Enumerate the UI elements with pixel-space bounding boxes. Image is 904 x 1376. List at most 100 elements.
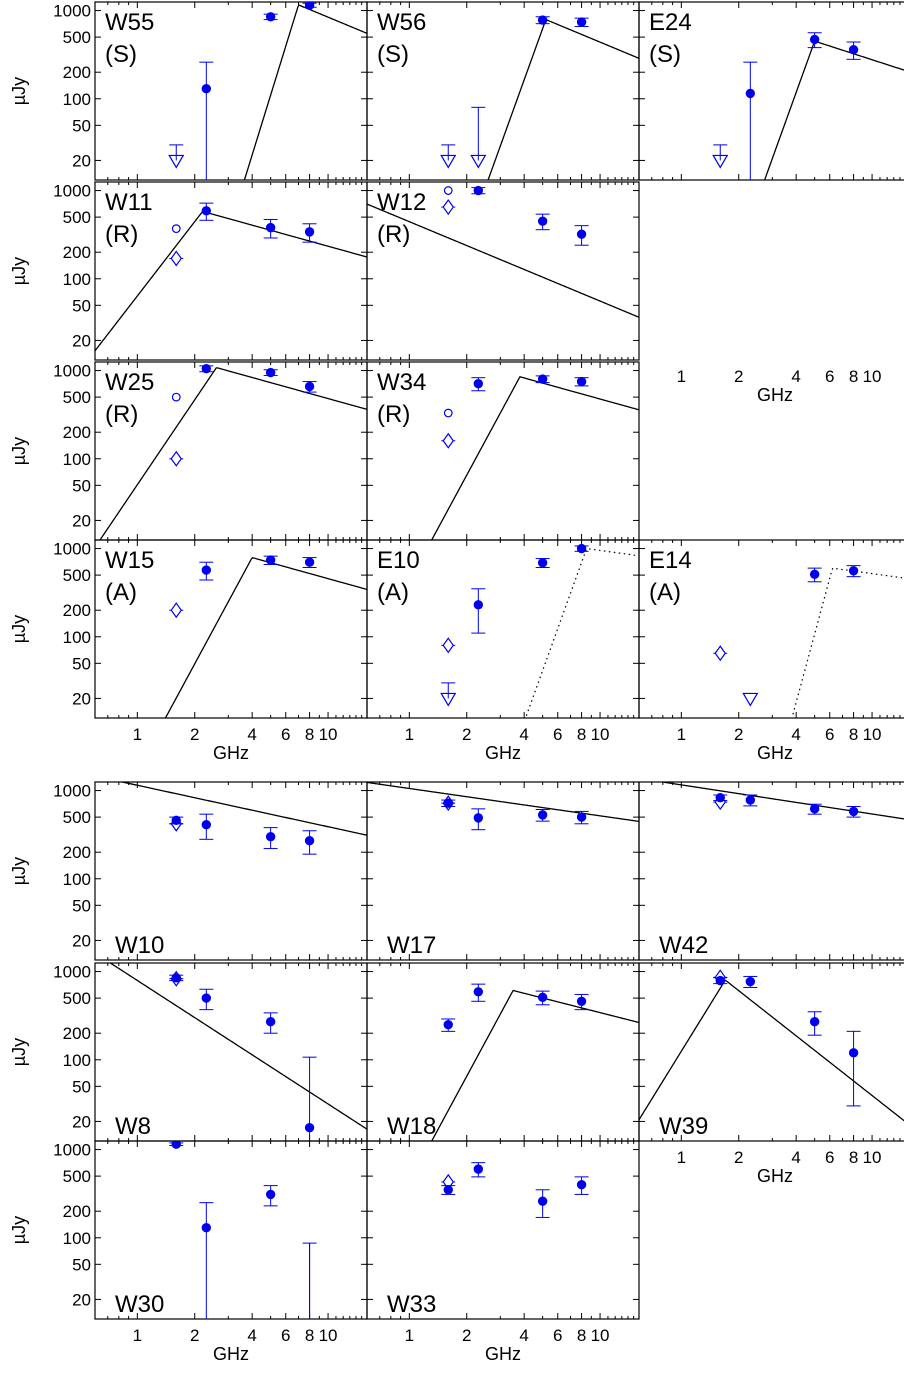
data-point bbox=[576, 1179, 587, 1190]
x-axis-4: 1 2 4 6 8 10 GHz bbox=[405, 1326, 610, 1364]
x-axis-2: 1 2 4 6 8 10 GHz bbox=[677, 725, 882, 763]
panel-name: W56 bbox=[377, 9, 426, 36]
data-point bbox=[576, 812, 587, 822]
diamond-marker bbox=[442, 637, 454, 654]
x-axis-3: 1 2 4 6 8 10 GHz bbox=[133, 1326, 338, 1364]
plot-area bbox=[713, 565, 904, 718]
y-tick-label: 1000 bbox=[53, 2, 91, 21]
x-tick-label: 2 bbox=[734, 725, 743, 744]
y-axis-label: µJy bbox=[9, 615, 29, 643]
panel-w56: W56 (S) bbox=[366, 1, 640, 181]
y-tick-label: 50 bbox=[72, 296, 91, 315]
y-axis-label: µJy bbox=[9, 1216, 29, 1244]
x-tick-label: 8 bbox=[577, 1326, 586, 1345]
data-point bbox=[201, 1223, 212, 1233]
data-point bbox=[537, 810, 548, 820]
data-point bbox=[201, 363, 212, 374]
x-tick-label: 1 bbox=[133, 1326, 142, 1345]
open-circle-marker bbox=[171, 224, 181, 234]
panel-w30: 20 50 100 200 500 1000 µJy W30 bbox=[9, 1140, 368, 1320]
data-point bbox=[304, 227, 315, 237]
panel-name: W25 bbox=[105, 369, 154, 396]
x-tick-label: 1 bbox=[133, 725, 142, 744]
model-curve bbox=[487, 18, 639, 180]
x-tick-label: 6 bbox=[825, 725, 834, 744]
upper-limit-marker bbox=[470, 154, 487, 169]
model-curve bbox=[119, 782, 367, 836]
panel-w25: 20 50 100 200 500 1000 µJy W25 (R) bbox=[9, 361, 368, 541]
data-point bbox=[265, 367, 276, 378]
panel-name: E24 bbox=[649, 9, 692, 36]
x-tick-label: 10 bbox=[591, 725, 610, 744]
plot-area bbox=[440, 543, 639, 718]
panel-w11: 20 50 100 200 500 1000 µJy W11 (R) bbox=[9, 181, 368, 361]
x-axis-1: 1 2 4 6 8 10 GHz bbox=[405, 725, 610, 763]
diamond-marker bbox=[170, 250, 182, 267]
plot-area bbox=[168, 2, 367, 180]
x-tick-label: 6 bbox=[281, 1326, 290, 1345]
x-tick-label: 6 bbox=[553, 725, 562, 744]
data-point bbox=[537, 15, 548, 25]
x-tick-label: 8 bbox=[849, 725, 858, 744]
x-tick-label: 2 bbox=[190, 725, 199, 744]
panel-frame bbox=[638, 962, 904, 1142]
x-axis-5: 1 2 4 6 8 10 GHz bbox=[677, 367, 882, 405]
y-tick-label: 1000 bbox=[53, 963, 91, 982]
data-point bbox=[265, 1189, 276, 1200]
data-point bbox=[443, 798, 453, 808]
x-tick-label: 1 bbox=[677, 725, 686, 744]
data-point bbox=[201, 820, 212, 830]
plot-area bbox=[95, 202, 367, 352]
data-point bbox=[265, 831, 276, 842]
x-tick-label: 2 bbox=[462, 725, 471, 744]
panel-frame bbox=[638, 1, 904, 181]
x-tick-label: 6 bbox=[281, 725, 290, 744]
data-point bbox=[201, 84, 212, 94]
data-point bbox=[265, 555, 276, 565]
plot-area bbox=[712, 32, 904, 180]
x-tick-label: 1 bbox=[677, 367, 686, 386]
plot-area bbox=[639, 969, 904, 1122]
y-tick-label: 200 bbox=[63, 843, 91, 862]
x-tick-label: 2 bbox=[734, 1148, 743, 1167]
y-axis-label: µJy bbox=[9, 77, 29, 105]
plot-area bbox=[658, 782, 904, 820]
panel-name: W33 bbox=[387, 1291, 436, 1318]
y-tick-label: 20 bbox=[72, 511, 91, 530]
data-point bbox=[745, 795, 756, 805]
y-tick-label: 200 bbox=[63, 1202, 91, 1221]
panel-name: W10 bbox=[115, 932, 164, 959]
y-tick-label: 20 bbox=[72, 1290, 91, 1309]
panel-w8: 20 50 100 200 500 1000 µJy W8 bbox=[9, 962, 368, 1142]
y-tick-label: 500 bbox=[63, 388, 91, 407]
data-point bbox=[201, 993, 212, 1003]
panel-class: (R) bbox=[377, 221, 410, 248]
panel-w10: 20 50 100 200 500 1000 µJy W10 bbox=[9, 781, 368, 961]
plot-area bbox=[119, 782, 367, 855]
panel-name: W11 bbox=[105, 189, 153, 216]
data-point bbox=[809, 1017, 820, 1027]
y-tick-label: 100 bbox=[63, 628, 91, 647]
model-curve bbox=[430, 989, 639, 1141]
x-tick-label: 4 bbox=[519, 725, 528, 744]
x-tick-label: 6 bbox=[825, 1148, 834, 1167]
y-tick-label: 1000 bbox=[53, 362, 91, 381]
model-curve bbox=[367, 782, 639, 823]
panel-w15: 20 50 100 200 500 1000 µJy W15 (A) bbox=[9, 539, 368, 719]
x-axis-label: GHz bbox=[213, 1344, 249, 1364]
x-tick-label: 2 bbox=[734, 367, 743, 386]
y-tick-label: 20 bbox=[72, 1112, 91, 1131]
data-point bbox=[473, 813, 484, 823]
x-tick-label: 4 bbox=[791, 367, 800, 386]
y-tick-label: 50 bbox=[72, 1255, 91, 1274]
x-tick-label: 1 bbox=[405, 1326, 414, 1345]
plot-area bbox=[99, 363, 367, 540]
panel-w18: W18 bbox=[366, 962, 640, 1142]
y-tick-label: 100 bbox=[63, 450, 91, 469]
x-axis-label: GHz bbox=[213, 743, 249, 763]
x-tick-label: 10 bbox=[591, 1326, 610, 1345]
data-point bbox=[265, 222, 276, 233]
y-tick-label: 20 bbox=[72, 689, 91, 708]
data-point bbox=[473, 987, 484, 997]
